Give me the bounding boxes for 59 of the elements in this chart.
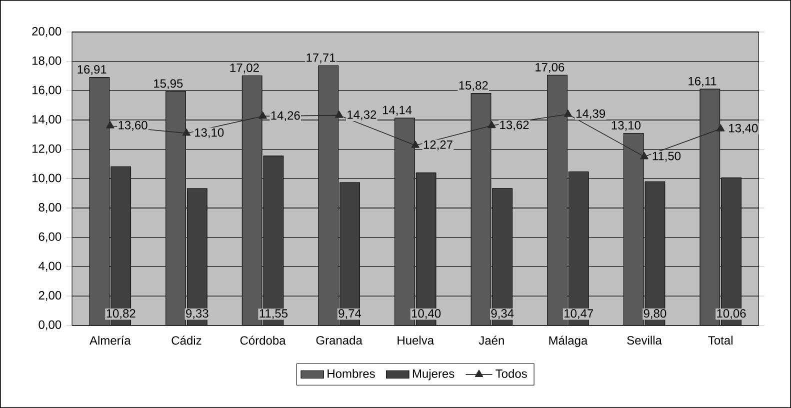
y-tick-label: 8,00 <box>38 203 62 213</box>
y-tick-label: 12,00 <box>32 144 62 154</box>
data-label: 10,40 <box>412 309 441 320</box>
data-label: 12,27 <box>424 140 452 150</box>
x-tick-label: Huelva <box>398 336 434 345</box>
data-label: 14,32 <box>348 110 376 120</box>
point <box>564 110 572 117</box>
data-label: 13,60 <box>118 120 148 131</box>
y-tick-label: 18,00 <box>32 56 62 66</box>
data-label: 14,26 <box>271 111 300 122</box>
y-tick-label: 10,00 <box>32 174 62 184</box>
point <box>716 124 725 132</box>
data-label: 13,10 <box>612 121 641 131</box>
x-tick-label: Córdoba <box>240 336 286 345</box>
data-label: 17,06 <box>536 62 564 73</box>
y-tick-label: 2,00 <box>38 291 62 301</box>
data-label: 9,33 <box>186 309 208 320</box>
legend-label: Todos <box>496 369 527 378</box>
x-tick-label: Málaga <box>549 336 588 348</box>
y-tick-label: 6,00 <box>38 232 62 242</box>
legend-label: Mujeres <box>412 369 454 380</box>
point <box>488 120 496 128</box>
x-tick-label: Almería <box>90 336 131 345</box>
point <box>334 110 344 118</box>
data-label: 10,82 <box>106 309 136 320</box>
data-label: 11,50 <box>652 152 681 162</box>
data-label: 13,40 <box>729 124 758 134</box>
data-label: 11,55 <box>260 309 288 320</box>
x-tick-label: Granada <box>316 336 362 345</box>
x-tick-label: Total <box>708 336 732 345</box>
data-label: 9,74 <box>338 309 362 320</box>
y-tick-label: 20,00 <box>32 27 62 37</box>
point <box>182 128 191 136</box>
data-label: 14,14 <box>382 106 412 116</box>
y-tick-label: 16,00 <box>32 86 62 96</box>
x-tick-label: Jaén <box>478 336 504 345</box>
point <box>106 121 114 128</box>
data-label: 13,62 <box>500 120 529 131</box>
y-tick-label: 4,00 <box>38 262 62 272</box>
x-tick-label: Cádiz <box>172 336 202 345</box>
data-label: 17,71 <box>306 54 336 64</box>
data-label: 10,47 <box>564 309 594 320</box>
legend-label: Hombres <box>328 369 375 378</box>
point <box>258 112 267 119</box>
data-label: 10,06 <box>717 309 746 320</box>
data-label: 14,39 <box>576 109 606 120</box>
data-label: 15,95 <box>154 79 183 90</box>
x-tick-label: Sevilla <box>627 336 662 345</box>
y-tick-label: 0,00 <box>38 320 62 330</box>
data-label: 9,34 <box>491 309 514 320</box>
point <box>411 140 420 148</box>
data-label: 16,91 <box>78 65 106 76</box>
data-label: 13,10 <box>194 128 224 138</box>
data-label: 16,11 <box>688 76 716 87</box>
y-tick-label: 14,00 <box>32 115 62 125</box>
data-label: 17,02 <box>230 64 259 74</box>
point <box>640 152 648 160</box>
data-label: 15,82 <box>459 81 488 92</box>
data-label: 9,80 <box>644 309 666 320</box>
